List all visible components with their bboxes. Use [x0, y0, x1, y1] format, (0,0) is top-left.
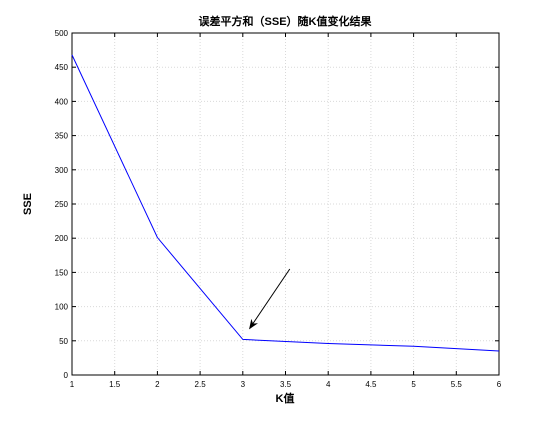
- x-tick-label: 1: [70, 380, 75, 389]
- series-group: [71, 54, 500, 352]
- y-tick-label: 400: [55, 97, 69, 106]
- y-tick-label: 450: [55, 63, 69, 72]
- y-axis-label: SSE: [22, 193, 34, 215]
- x-tick-label: 2.5: [195, 380, 207, 389]
- x-tick-label: 1.5: [109, 380, 121, 389]
- y-tick-label: 50: [59, 337, 68, 346]
- series-line: [71, 54, 500, 352]
- x-tick-label: 3: [241, 380, 246, 389]
- y-tick-label: 100: [55, 303, 69, 312]
- chart-title: 误差平方和（SSE）随K值变化结果: [199, 14, 372, 28]
- y-tick-label: 500: [55, 29, 69, 38]
- x-tick-label: 4.5: [365, 380, 377, 389]
- grid: [72, 33, 499, 375]
- x-tick-label: 5.5: [451, 380, 463, 389]
- x-tick-label: 3.5: [280, 380, 292, 389]
- y-tick-label: 250: [55, 200, 69, 209]
- x-axis-label: K值: [276, 391, 295, 405]
- ticks: 1 1.5 2 2.5 3 3.5 4 4.5 5 5.5 6 0 50 100 150 200 250 300 3…: [55, 29, 502, 389]
- x-tick-label: 2: [155, 380, 160, 389]
- annotation-group: [249, 268, 291, 330]
- y-tick-label: 200: [55, 234, 69, 243]
- y-tick-label: 300: [55, 166, 69, 175]
- annotation-arrow: [249, 268, 291, 330]
- y-tick-label: 350: [55, 132, 69, 141]
- x-tick-label: 4: [326, 380, 331, 389]
- y-tick-label: 150: [55, 268, 69, 277]
- x-tick-label: 6: [497, 380, 502, 389]
- y-tick-label: 0: [64, 371, 69, 380]
- x-tick-label: 5: [411, 380, 416, 389]
